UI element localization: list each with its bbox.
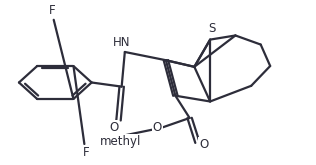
Text: O: O bbox=[153, 121, 162, 133]
Text: O: O bbox=[109, 121, 118, 133]
Text: F: F bbox=[49, 4, 55, 17]
Text: S: S bbox=[208, 22, 216, 35]
Text: F: F bbox=[83, 146, 89, 159]
Text: methyl: methyl bbox=[100, 135, 141, 148]
Text: HN: HN bbox=[113, 36, 131, 49]
Text: O: O bbox=[199, 138, 209, 151]
